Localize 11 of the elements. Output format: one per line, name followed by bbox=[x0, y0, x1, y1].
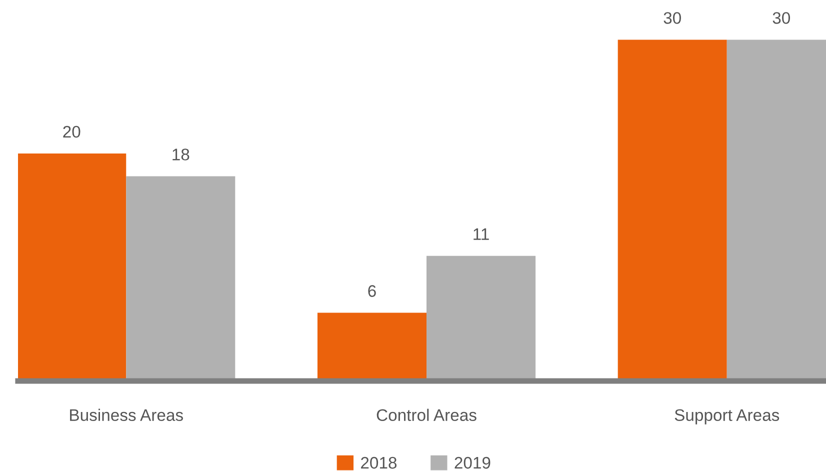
data-label: 30 bbox=[664, 12, 681, 24]
data-label: 18 bbox=[172, 148, 190, 160]
x-tick-label: Business Areas bbox=[70, 408, 183, 422]
x-tick-label: Control Areas bbox=[376, 408, 476, 422]
data-label: 6 bbox=[368, 285, 376, 297]
data-label: 11 bbox=[474, 228, 489, 240]
x-tick-label: Support Areas bbox=[674, 409, 780, 424]
data-label: 20 bbox=[63, 126, 80, 138]
data-label: 30 bbox=[772, 12, 790, 24]
legend-label: 2018 bbox=[361, 456, 397, 469]
legend-label: 2019 bbox=[454, 456, 490, 469]
